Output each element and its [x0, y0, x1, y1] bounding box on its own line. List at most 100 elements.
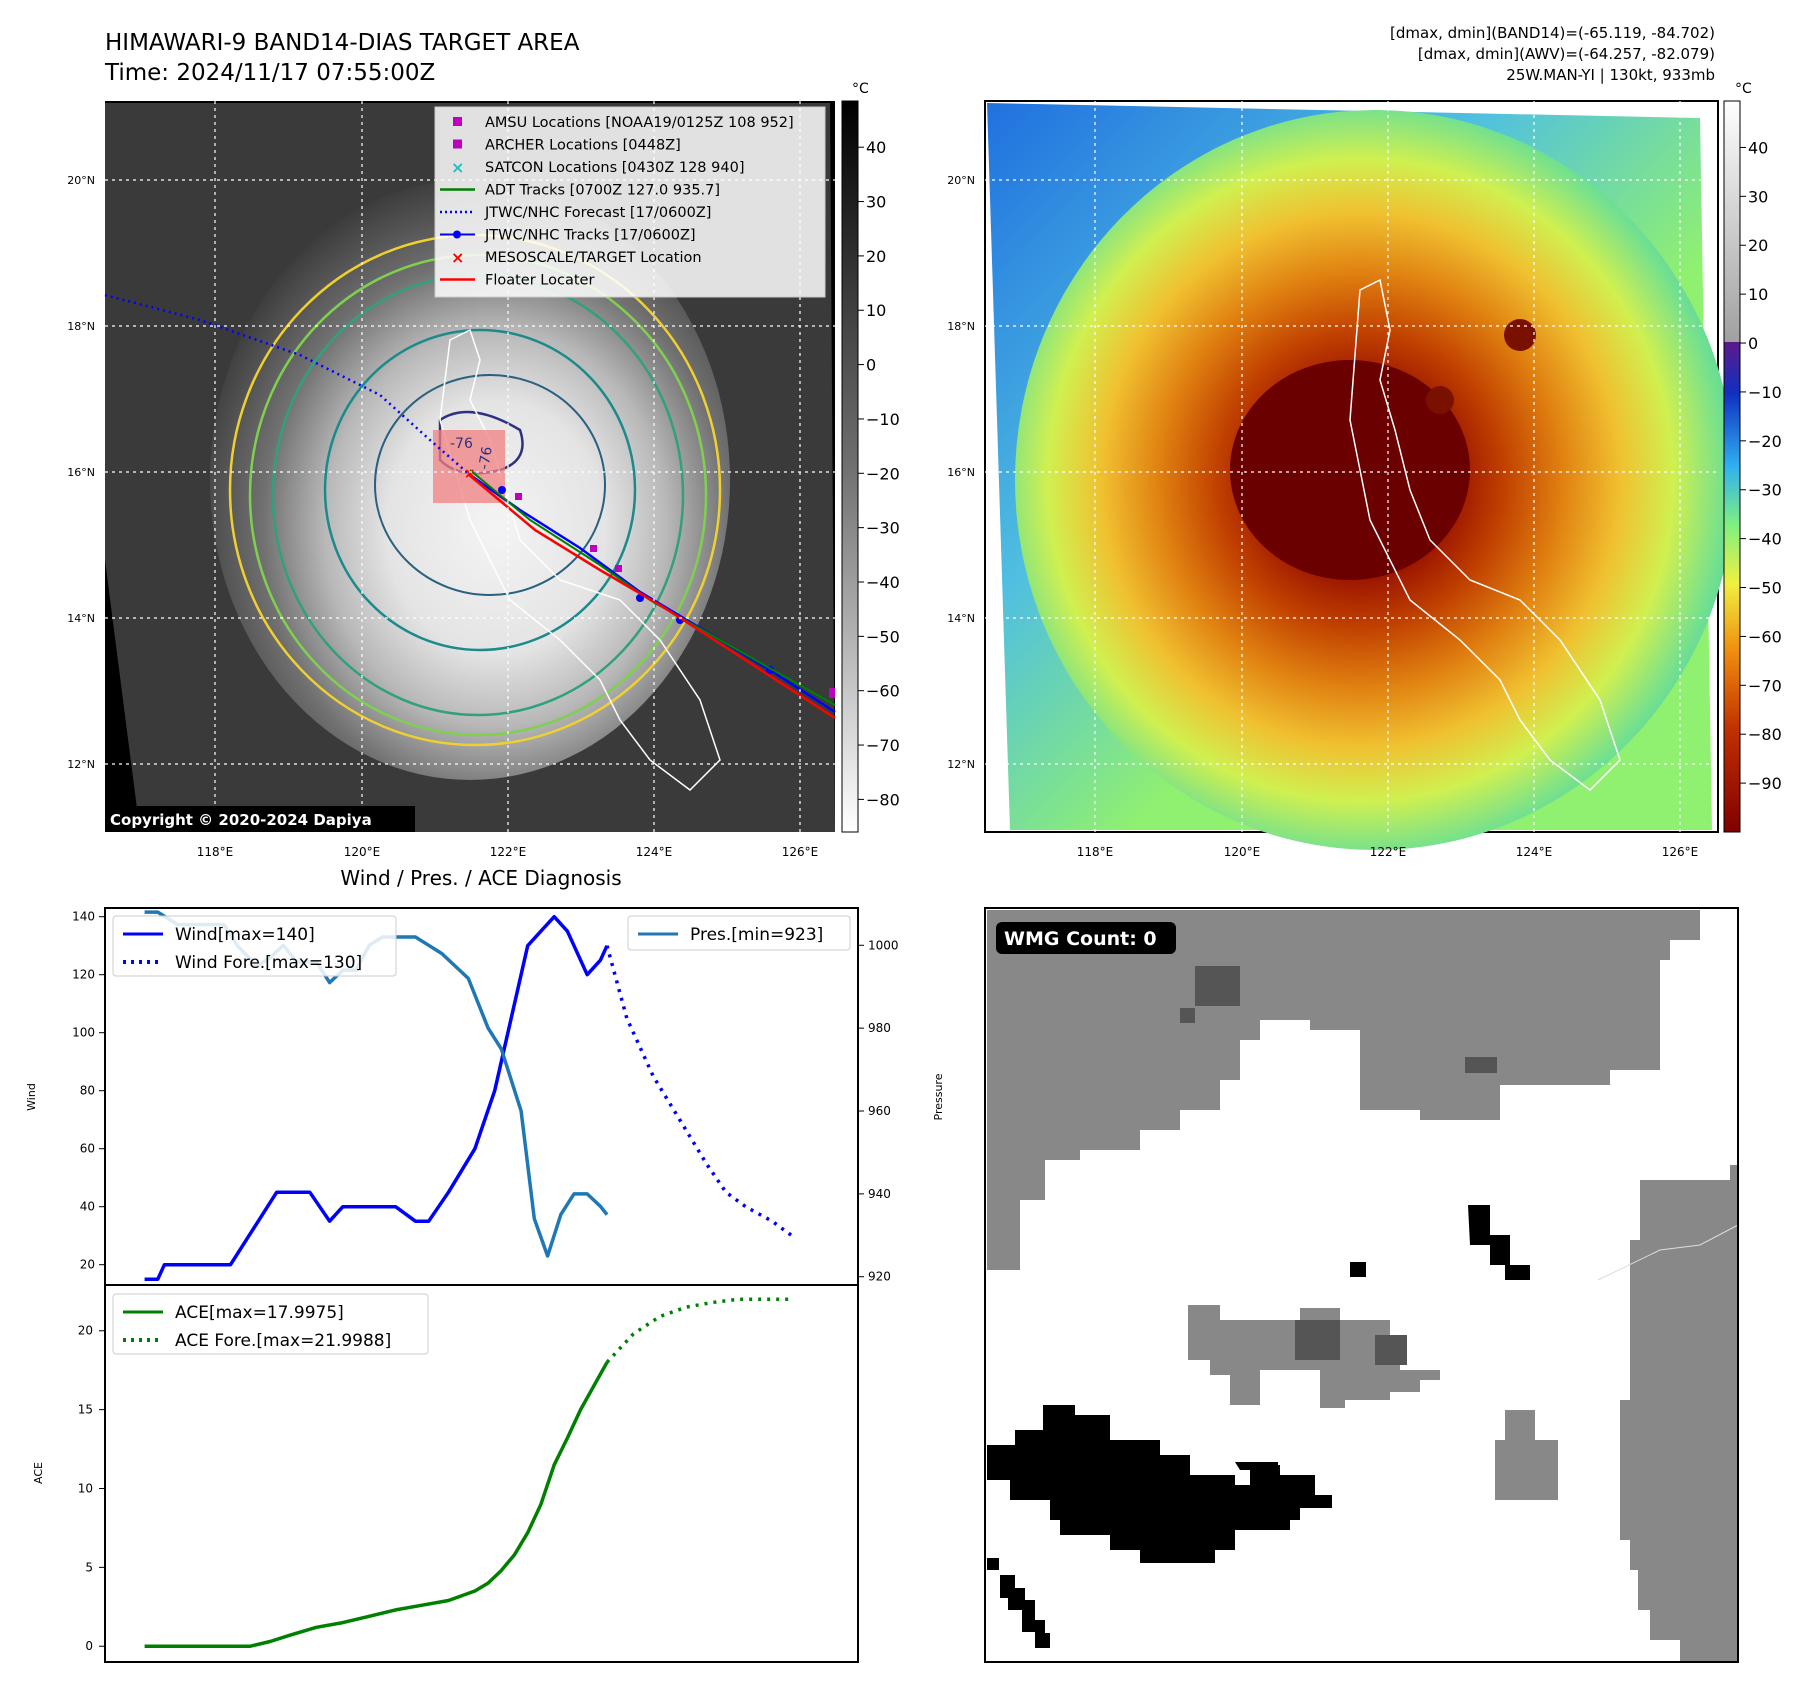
colorbar-tick-label: −30	[1748, 481, 1782, 500]
colorbar-tick-label: 10	[1748, 285, 1768, 304]
lon-label: 120°E	[1224, 845, 1261, 859]
floater-track	[467, 473, 836, 720]
pressure-tick-label: 940	[868, 1187, 891, 1201]
coastline-left	[439, 328, 721, 791]
ace-legend-label: ACE[max=17.9975]	[175, 1303, 344, 1323]
series-line-wind	[144, 914, 609, 1281]
colorbar-tick-label: 30	[1748, 187, 1768, 206]
cold-cloud-cell	[1426, 386, 1454, 414]
ace-legend-box	[112, 1293, 429, 1355]
diagnosis-title: Wind / Pres. / ACE Diagnosis	[340, 866, 621, 890]
cold-cloud-core	[1230, 360, 1470, 580]
colorbar-tick-label: −20	[1748, 432, 1782, 451]
lat-label: 14°N	[947, 612, 975, 625]
legend-label: Floater Locater	[485, 273, 594, 289]
wind-legend-box	[112, 915, 397, 977]
main-title-line2: Time: 2024/11/17 07:55:00Z	[104, 60, 435, 86]
adt-track	[469, 469, 836, 706]
colorbar-tick-label: 30	[866, 193, 886, 212]
lat-label: 12°N	[947, 758, 975, 771]
colorbar-tick-label: −40	[866, 573, 900, 592]
wmg-black-region	[1468, 1205, 1530, 1280]
archer-location	[515, 493, 522, 500]
colorbar-tick-label: 10	[866, 301, 886, 320]
contour-teal-inner	[323, 328, 637, 652]
grayscale-ir-map: -76 -76 × AMSU Locations [NO	[104, 101, 836, 832]
colorbar-tick-label: −60	[866, 682, 900, 701]
legend-label: JTWC/NHC Forecast [17/0600Z]	[484, 205, 711, 221]
legend-marker-dot	[453, 230, 461, 239]
wmg-gray-region-small	[1495, 1410, 1558, 1500]
amsu-location	[590, 545, 597, 552]
map-grid-left	[105, 101, 835, 832]
wind-axis-ticks: 20 40 60 80 100 120 140	[72, 910, 105, 1272]
wmg-dark-cell	[1295, 1320, 1340, 1360]
lon-label: 120°E	[344, 845, 381, 859]
lon-label: 122°E	[1370, 845, 1407, 859]
wmg-dark-cell	[1465, 1057, 1497, 1073]
wind-tick-label: 120	[72, 968, 95, 982]
wmg-dark-cell	[1375, 1335, 1407, 1365]
legend-marker-x: ×	[451, 158, 464, 177]
gray-colorbar-ticks: 40 30 20 10 0 −10 −20 −30 −40 −50 −60 −70 −80	[858, 138, 900, 809]
lon-label: 124°E	[636, 845, 673, 859]
ace-legend: ACE[max=17.9975] ACE Fore.[max=21.9988]	[112, 1293, 429, 1355]
legend-label: AMSU Locations [NOAA19/0125Z 108 952]	[485, 115, 794, 131]
map-legend-entries: AMSU Locations [NOAA19/0125Z 108 952] ARC…	[440, 115, 794, 289]
color-colorbar: °C 40 30 20 10 0 −10 −20 −30 −40 −50 −60 −70 −80 −90	[1723, 81, 1782, 833]
pressure-axis-ticks: 920 940 960 980 1000	[858, 938, 899, 1284]
lat-label: 16°N	[947, 466, 975, 479]
colorbar-tick-label: −10	[866, 410, 900, 429]
lon-label: 126°E	[782, 845, 819, 859]
pressure-tick-label: 960	[868, 1104, 891, 1118]
main-title-line1: HIMAWARI-9 BAND14-DIAS TARGET AREA	[105, 30, 580, 56]
wmg-frame	[984, 907, 1739, 1663]
legend-marker-square	[453, 139, 462, 149]
legend-label: JTWC/NHC Tracks [17/0600Z]	[484, 228, 696, 244]
wind-tick-label: 60	[80, 1142, 95, 1156]
gray-colorbar-unit: °C	[852, 81, 869, 97]
wmg-dark-cell	[1195, 966, 1240, 1006]
wind-legend-label: Wind[max=140]	[175, 925, 315, 945]
colorbar-tick-label: 40	[866, 138, 886, 157]
left-map-lon-labels: 118°E 120°E 122°E 124°E 126°E	[197, 845, 819, 859]
series-line-ace	[144, 1361, 609, 1648]
wmg-black-region-large	[987, 1405, 1332, 1563]
stat-line-band14: [dmax, dmin](BAND14)=(-65.119, -84.702)	[1390, 24, 1715, 42]
lon-label: 122°E	[490, 845, 527, 859]
lon-label: 118°E	[1077, 845, 1114, 859]
colorbar-tick-label: −10	[1748, 383, 1782, 402]
wmg-count-text: WMG Count: 0	[1004, 928, 1157, 950]
right-map-lon-labels: 118°E 120°E 122°E 124°E 126°E	[1077, 845, 1699, 859]
colorbar-tick-label: 40	[1748, 138, 1768, 157]
colorbar-tick-label: −20	[866, 464, 900, 483]
ace-tick-label: 15	[78, 1403, 93, 1417]
left-map-lat-labels: 20°N 18°N 16°N 14°N 12°N	[67, 174, 95, 771]
pressure-legend-label: Pres.[min=923]	[690, 925, 823, 945]
gray-colorbar: °C 40 30 20 10 0 −10 −20 −30 −40 −50 −60 −70 −80	[841, 81, 900, 833]
colorbar-tick-label: −30	[866, 519, 900, 538]
wmg-black-cell	[1000, 1575, 1050, 1648]
ace-tick-label: 0	[85, 1639, 93, 1653]
wind-forecast-legend-label: Wind Fore.[max=130]	[175, 953, 362, 973]
color-colorbar-scale	[1723, 100, 1741, 833]
legend-label: ARCHER Locations [0448Z]	[485, 138, 681, 154]
colorbar-tick-label: −40	[1748, 530, 1782, 549]
target-location-marker: ×	[464, 466, 476, 482]
colorbar-tick-label: 20	[1748, 236, 1768, 255]
wmg-coastline	[1597, 1224, 1739, 1281]
colorbar-tick-label: −90	[1748, 774, 1782, 793]
wmg-gray-region-top	[987, 910, 1700, 1270]
colorbar-tick-label: −80	[1748, 725, 1782, 744]
amsu-location	[829, 688, 835, 698]
coastline-right	[1349, 278, 1621, 791]
colorbar-tick-label: −50	[866, 627, 900, 646]
lon-label: 124°E	[1516, 845, 1553, 859]
wind-tick-label: 100	[72, 1026, 95, 1040]
lat-label: 18°N	[67, 320, 95, 333]
jtwc-track-point	[636, 594, 644, 602]
wind-tick-label: 140	[72, 910, 95, 924]
gray-colorbar-scale	[841, 100, 859, 833]
wind-axis-label: Wind	[25, 1083, 38, 1111]
